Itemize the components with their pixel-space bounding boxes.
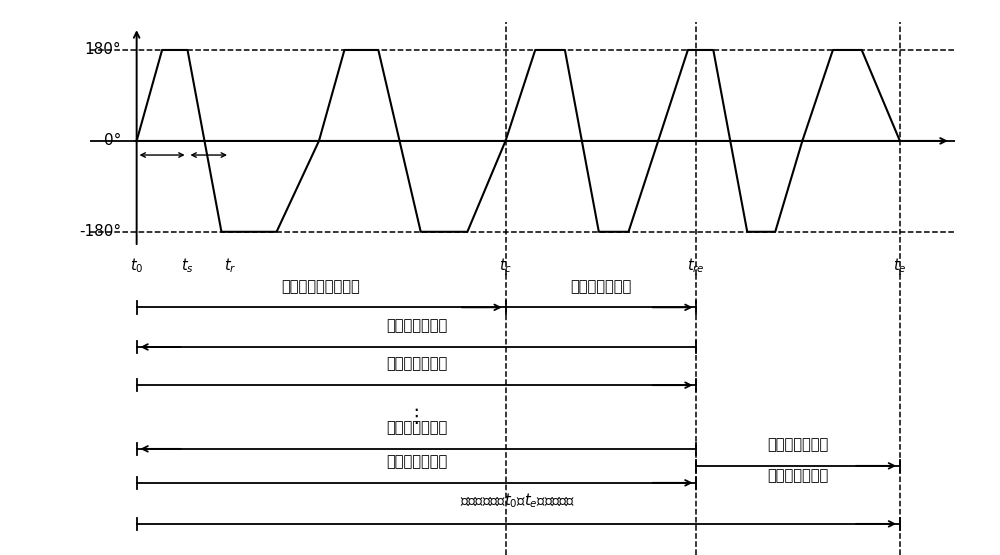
Text: 正向导航精对准: 正向导航精对准 bbox=[386, 356, 447, 372]
Text: 及双向信息融合: 及双向信息融合 bbox=[767, 468, 829, 483]
Text: $t_0$: $t_0$ bbox=[130, 256, 143, 275]
Text: 正向导航精对准: 正向导航精对准 bbox=[570, 279, 632, 294]
Text: $t_s$: $t_s$ bbox=[181, 256, 194, 275]
Text: 惯性系间接式粗对准: 惯性系间接式粗对准 bbox=[282, 279, 360, 294]
Text: 正向导航精对准: 正向导航精对准 bbox=[767, 437, 829, 452]
Text: -180°: -180° bbox=[79, 224, 121, 239]
Text: 正向导航精对准: 正向导航精对准 bbox=[386, 454, 447, 469]
Text: 逆向导航精对准: 逆向导航精对准 bbox=[386, 420, 447, 435]
Text: 180°: 180° bbox=[85, 43, 121, 58]
Text: $t_r$: $t_r$ bbox=[224, 256, 236, 275]
Text: $t_e$: $t_e$ bbox=[893, 256, 907, 275]
Text: 对准过程存储$t_0$至$t_e$时刻的数据: 对准过程存储$t_0$至$t_e$时刻的数据 bbox=[460, 492, 576, 510]
Text: ⋮: ⋮ bbox=[407, 407, 426, 426]
Text: $t_{re}$: $t_{re}$ bbox=[687, 256, 705, 275]
Text: $t_c$: $t_c$ bbox=[499, 256, 512, 275]
Text: 逆向导航精对准: 逆向导航精对准 bbox=[386, 319, 447, 334]
Text: 0°: 0° bbox=[104, 133, 121, 148]
